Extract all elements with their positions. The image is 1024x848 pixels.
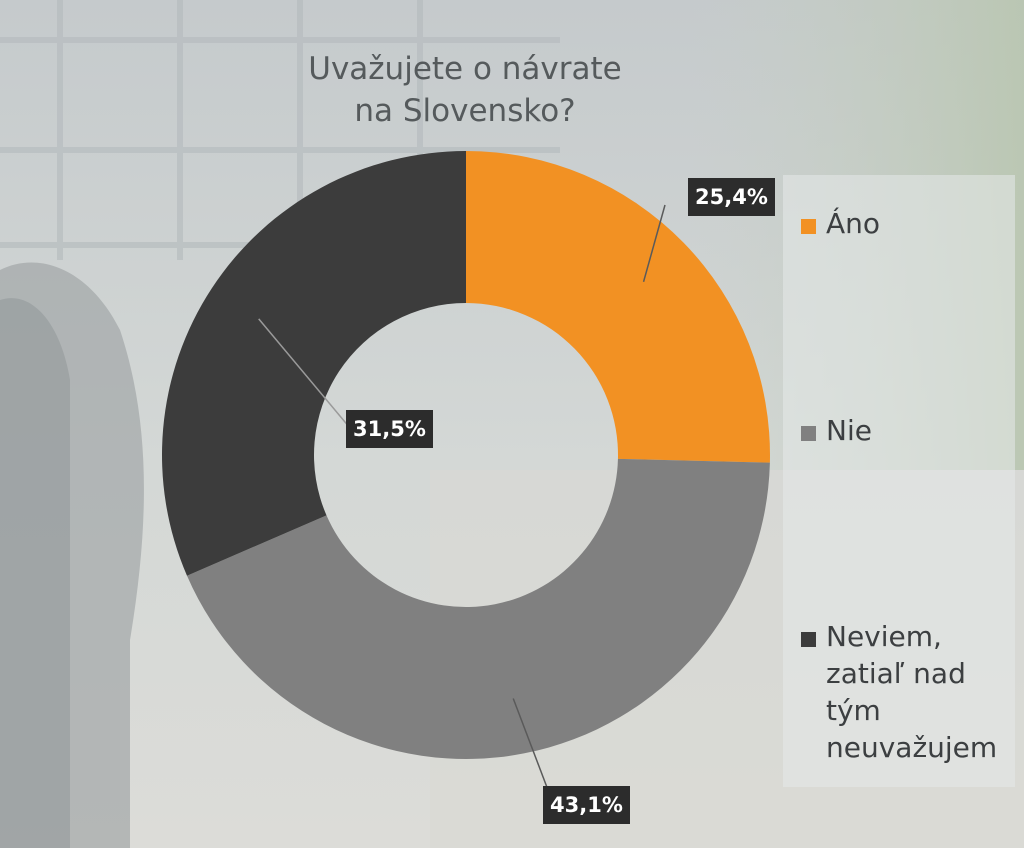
legend-label-nie: Nie xyxy=(826,412,1016,449)
leader-line-ano xyxy=(642,204,666,283)
data-label-ano: 25,4% xyxy=(688,178,775,216)
legend-item-nie: Nie xyxy=(801,412,1016,449)
legend-item-neviem: Neviem, zatiaľ nad tým neuvažujem xyxy=(801,618,1016,766)
data-label-neviem: 31,5% xyxy=(346,410,433,448)
legend-swatch-neviem xyxy=(801,632,816,647)
legend-label-neviem-line-2: zatiaľ nad xyxy=(826,657,966,690)
chart-legend: Áno Nie Neviem, zatiaľ nad tým neuvažuje… xyxy=(783,175,1015,787)
legend-label-neviem-line-3: tým xyxy=(826,694,881,727)
slice-neviem xyxy=(161,151,466,576)
slice-ano xyxy=(466,151,770,463)
legend-label-ano-line-1: Áno xyxy=(826,207,881,240)
data-label-nie: 43,1% xyxy=(543,786,630,824)
legend-label-nie-line-1: Nie xyxy=(826,414,872,447)
leader-line-nie xyxy=(512,698,549,791)
chart-title-line-2: na Slovensko? xyxy=(354,93,576,129)
legend-item-ano: Áno xyxy=(801,205,1016,242)
legend-swatch-nie xyxy=(801,426,816,441)
slice-nie xyxy=(187,458,770,760)
legend-label-neviem-line-4: neuvažujem xyxy=(826,731,998,764)
legend-label-ano: Áno xyxy=(826,205,1016,242)
legend-label-neviem: Neviem, zatiaľ nad tým neuvažujem xyxy=(826,618,1016,766)
legend-swatch-ano xyxy=(801,219,816,234)
chart-title: Uvažujete o návrate na Slovensko? xyxy=(230,48,700,132)
chart-title-line-1: Uvažujete o návrate xyxy=(308,51,622,87)
legend-label-neviem-line-1: Neviem, xyxy=(826,620,942,653)
leader-line-neviem xyxy=(258,318,351,429)
